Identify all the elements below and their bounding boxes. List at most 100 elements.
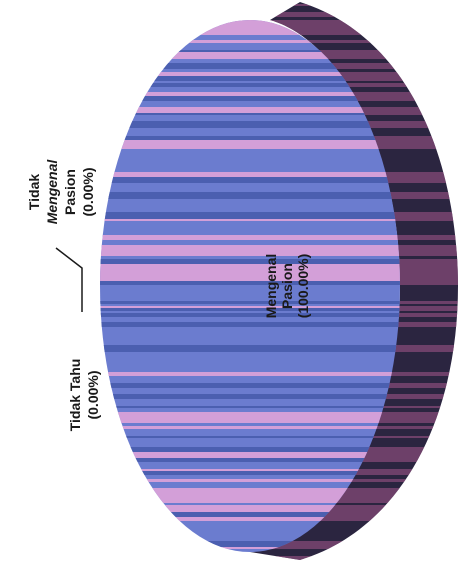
pie-face-stripe [100,25,400,29]
pie-face-stripe [100,517,400,521]
pie-face-stripe [100,547,400,549]
pie-face-stripe [100,345,400,352]
slice-label-line: (0.00%) [85,370,101,419]
pie-face-stripe [100,505,400,512]
pie-face-stripe [100,322,400,327]
pie-side-stripe [250,76,458,81]
pie-face-stripe [100,372,400,376]
pie-face-stripe [100,417,400,423]
pie-face-stripe [100,541,400,547]
pie-face-stripe [100,29,400,35]
pie-face-stripe [100,20,400,25]
pie-side-stripe [250,40,458,43]
slice-label-line: Pasion [279,263,295,309]
pie-side-stripe [250,488,458,495]
pie-side-stripe [250,495,458,499]
pie-face-stripe [100,63,400,69]
pie-side-stripe [250,505,458,512]
pie-face-stripe [100,172,400,177]
pie-face-stripe [100,113,400,115]
pie-side-stripe [250,29,458,35]
pie-face-stripe [100,261,400,264]
pie-face-stripe [100,412,400,417]
slice-label-line: (0.00%) [80,167,96,216]
pie-face-stripe [100,140,400,143]
pie-face-stripe [100,272,400,277]
pie-face-stripe [100,136,400,140]
slice-label-tidak-tahu: Tidak Tahu (0.00%) [67,359,101,432]
pie-face-stripe [100,308,400,311]
pie-face-stripe [100,499,400,503]
pie-face-stripe [100,245,400,252]
pie-side-stripe [250,52,458,59]
pie-side-stripe [250,4,458,6]
pie-face-stripe [100,495,400,499]
pie-face-stripe [100,277,400,281]
pie-face-stripe [100,471,400,475]
pie-face-stripe [100,469,400,471]
slice-label-line: (100.00%) [295,254,311,319]
pie-face-stripe [100,512,400,517]
pie-face-stripe [0,556,459,559]
pie-face-stripe [100,452,400,458]
pie-face-stripe [100,301,400,304]
pie-face-stripe [100,488,400,495]
pie-face-stripe [100,180,400,183]
pie-face-stripe [100,259,400,261]
pie-face-stripe [100,50,400,52]
pie-face-stripe [0,559,459,562]
pie-side-stripe [250,559,458,560]
pie-side-stripe [250,499,458,503]
pie-face-stripe [100,219,400,221]
pie-face-stripe [100,313,400,317]
pie-face-stripe [100,107,400,109]
pie-side-stripe [250,92,458,96]
pie-face-stripe [100,252,400,256]
slice-label-line: Tidak [26,174,42,211]
pie-face-stripe [100,458,400,462]
pie-side-stripe [250,72,458,76]
pie-face-stripe [100,436,400,438]
pie-face-stripe [100,40,400,43]
pie-face-stripe [100,270,400,272]
pie-face-stripe [100,383,400,388]
pie-face-stripe [100,52,400,59]
slice-label-line: Mengenal [263,254,279,319]
pie-face-stripe [100,264,400,270]
pie-face-stripe [0,4,459,6]
pie-face-stripe [100,83,400,87]
pie-face-stripe [100,92,400,96]
pie-face-stripe [100,426,400,429]
pie-face-stripe [100,121,400,128]
pie-face-stripe [100,238,400,240]
pie-face-stripe [100,194,400,199]
pie-face-stripe [100,212,400,219]
pie-side-stripe [250,50,458,52]
pie-side-stripe [250,556,458,559]
pie-face-stripe [0,12,459,17]
pie-face-stripe [100,96,400,101]
pie-face-stripe [100,235,400,238]
leader-line [55,247,83,312]
pie-face-stripe [100,72,400,76]
slice-label-mengenal-pasion: Mengenal Pasion (100.00%) [263,254,311,319]
pie-side-stripe [250,63,458,69]
pie-face-stripe [100,394,400,399]
pie-face-stripe [100,76,400,81]
pie-face-stripe [100,479,400,482]
pie-face-stripe [100,447,400,452]
pie-face-stripe [100,192,400,194]
pie-side-stripe [250,479,458,482]
pie-face-stripe [100,177,400,180]
pie-face-stripe [100,406,400,408]
pie-face-stripe [100,143,400,149]
slice-label-line: Tidak Tahu [67,359,83,432]
pie-side-stripe [250,512,458,517]
pie-face-stripe [100,281,400,285]
pie-side-stripe [250,517,458,521]
pie-face-stripe [100,306,400,308]
pie-face-stripe [100,109,400,113]
